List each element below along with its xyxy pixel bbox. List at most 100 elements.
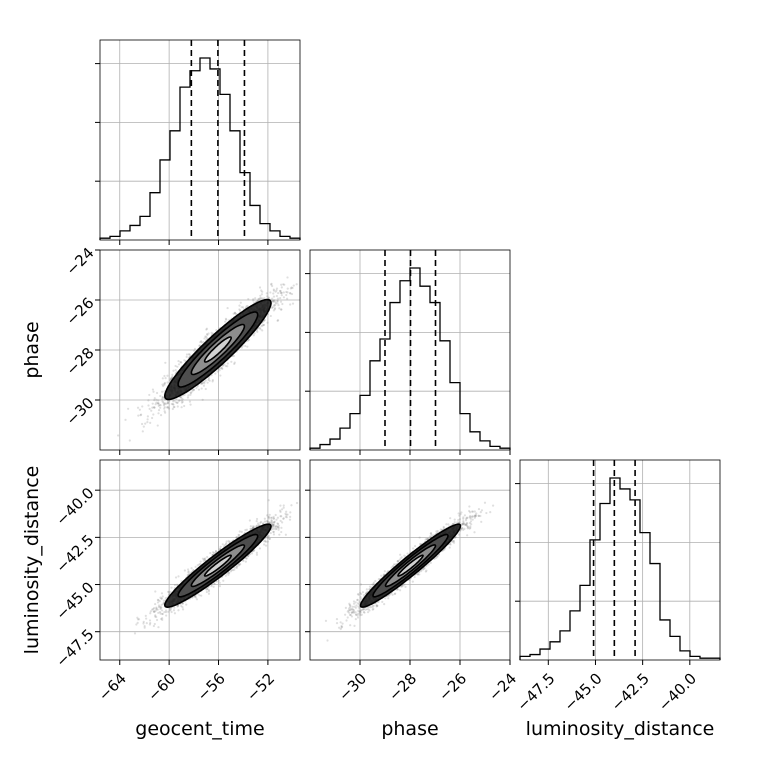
scatter-point — [155, 615, 158, 619]
scatter-point — [169, 377, 172, 380]
scatter-point — [236, 565, 239, 568]
scatter-point — [204, 335, 207, 338]
scatter-point — [274, 513, 277, 517]
scatter-point — [261, 297, 264, 300]
scatter-point — [152, 390, 155, 393]
scatter-point — [180, 361, 183, 364]
scatter-point — [218, 367, 221, 370]
scatter-point — [153, 622, 156, 626]
scatter-point — [244, 344, 247, 348]
scatter-point — [221, 364, 225, 367]
scatter-point — [235, 566, 238, 570]
scatter-point — [159, 596, 162, 599]
scatter-point — [147, 399, 150, 402]
scatter-point — [256, 330, 259, 334]
scatter-point — [186, 396, 190, 399]
scatter-point — [268, 521, 271, 524]
scatter-point — [233, 566, 236, 569]
scatter-point — [270, 519, 273, 522]
scatter-point — [269, 291, 272, 294]
scatter-point — [286, 287, 289, 290]
scatter-point — [200, 341, 203, 344]
scatter-point — [166, 406, 169, 409]
scatter-point — [274, 301, 278, 304]
scatter-point — [157, 611, 160, 614]
scatter-point — [208, 379, 211, 382]
scatter-point — [191, 390, 194, 393]
scatter-point — [286, 276, 289, 279]
scatter-point — [181, 398, 184, 401]
scatter-point — [263, 319, 266, 322]
scatter-point — [162, 599, 165, 602]
scatter-point — [260, 293, 264, 296]
scatter-point — [233, 312, 237, 315]
scatter-point — [154, 403, 157, 406]
scatter-point — [177, 609, 180, 612]
scatter-point — [271, 299, 275, 302]
scatter-point — [272, 530, 275, 533]
scatter-point — [259, 328, 262, 331]
scatter-point — [221, 367, 224, 370]
scatter-point — [276, 526, 280, 529]
scatter-point — [188, 353, 191, 356]
hist-panel-phase — [305, 249, 511, 455]
scatter-point — [272, 533, 276, 536]
scatter-point — [156, 424, 159, 427]
scatter-point — [225, 318, 228, 321]
scatter-point — [172, 406, 175, 409]
scatter-point — [143, 624, 146, 628]
scatter-point — [155, 391, 159, 395]
scatter-point — [174, 401, 177, 404]
scatter-point — [277, 528, 280, 531]
scatter-point — [147, 404, 150, 407]
scatter-point — [263, 297, 266, 300]
scatter-point — [166, 401, 170, 405]
scatter-point — [162, 404, 165, 407]
scatter-point — [198, 344, 201, 347]
scatter-point — [272, 523, 276, 526]
scatter-point — [169, 609, 172, 612]
scatter-point — [254, 297, 257, 300]
scatter-point — [271, 300, 274, 303]
scatter-point — [267, 296, 270, 299]
scatter-point — [162, 602, 165, 605]
scatter-point — [238, 308, 241, 311]
scatter-point — [207, 592, 211, 595]
scatter-point — [172, 403, 175, 406]
scatter-point — [259, 294, 262, 297]
scatter-point — [186, 568, 190, 571]
scatter-point — [227, 573, 230, 576]
scatter-point — [268, 513, 271, 516]
scatter-point — [201, 557, 204, 560]
scatter-point — [282, 291, 285, 294]
scatter-point — [162, 402, 165, 405]
scatter-point — [240, 346, 243, 349]
scatter-point — [289, 515, 292, 518]
scatter-point — [261, 329, 264, 332]
scatter-point — [187, 353, 191, 356]
scatter-point — [263, 520, 266, 523]
scatter-point — [226, 362, 229, 365]
scatter-point — [245, 557, 248, 560]
scatter-point — [290, 292, 294, 296]
scatter-point — [224, 364, 227, 368]
scatter-point — [153, 406, 156, 409]
scatter-point — [164, 402, 167, 405]
scatter-point — [263, 517, 266, 520]
scatter-point — [236, 536, 239, 539]
scatter-point — [244, 560, 247, 563]
scatter-point — [137, 618, 141, 621]
scatter-point — [273, 304, 276, 307]
scatter-point — [272, 520, 276, 524]
scatter-point — [136, 406, 140, 409]
scatter-point — [203, 382, 206, 385]
scatter-point — [271, 297, 274, 300]
scatter-point — [177, 399, 181, 402]
scatter-point — [161, 396, 164, 399]
scatter-point — [176, 365, 179, 368]
scatter-point — [238, 563, 241, 566]
scatter-point — [214, 549, 218, 553]
scatter-point — [280, 283, 283, 286]
scatter-point — [141, 430, 144, 433]
scatter-point — [207, 378, 210, 381]
